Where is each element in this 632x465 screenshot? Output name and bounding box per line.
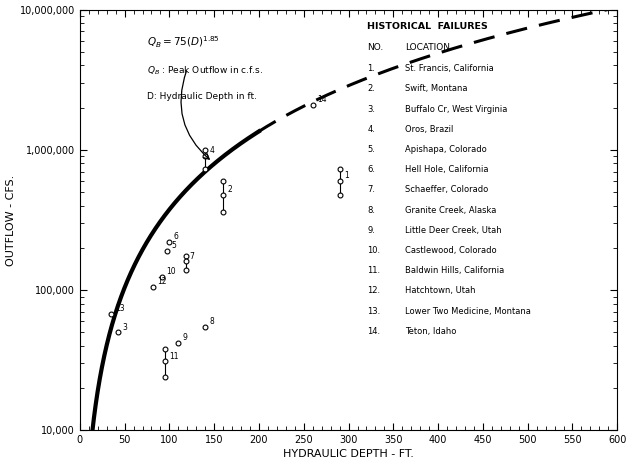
Text: 7: 7 [190,252,195,261]
Text: 3: 3 [123,323,128,332]
Text: 11.: 11. [367,266,380,275]
Text: 11: 11 [169,352,179,361]
Y-axis label: OUTFLOW - CFS.: OUTFLOW - CFS. [6,174,16,266]
Text: NO.: NO. [367,43,384,52]
Text: 12: 12 [157,278,167,286]
Text: Baldwin Hills, California: Baldwin Hills, California [405,266,504,275]
Text: 1.: 1. [367,64,375,73]
Text: Buffalo Cr, West Virginia: Buffalo Cr, West Virginia [405,105,507,113]
Text: 14.: 14. [367,327,380,336]
Text: Castlewood, Colorado: Castlewood, Colorado [405,246,497,255]
Text: 8: 8 [209,317,214,326]
Text: Swift, Montana: Swift, Montana [405,85,468,93]
Text: 4.: 4. [367,125,375,134]
Text: 12.: 12. [367,286,380,295]
Text: LOCATION: LOCATION [405,43,450,52]
Text: 13: 13 [116,304,125,313]
Text: Hell Hole, California: Hell Hole, California [405,165,489,174]
Text: Little Deer Creek, Utah: Little Deer Creek, Utah [405,226,502,235]
Text: $Q_B$ : Peak Outflow in c.f.s.: $Q_B$ : Peak Outflow in c.f.s. [147,65,263,77]
Text: St. Francis, California: St. Francis, California [405,64,494,73]
Text: 2: 2 [228,185,232,194]
X-axis label: HYDRAULIC DEPTH - FT.: HYDRAULIC DEPTH - FT. [283,450,414,459]
Text: 2.: 2. [367,85,375,93]
Text: 1: 1 [344,171,348,180]
Text: 10: 10 [166,267,176,276]
Text: $Q_B = 75(D)^{1.85}$: $Q_B = 75(D)^{1.85}$ [147,34,220,50]
Text: 9.: 9. [367,226,375,235]
Text: 6: 6 [174,232,178,241]
Text: 9: 9 [183,333,188,342]
Text: 10.: 10. [367,246,380,255]
Text: Hatchtown, Utah: Hatchtown, Utah [405,286,475,295]
Text: D: Hydraulic Depth in ft.: D: Hydraulic Depth in ft. [147,92,257,101]
Text: Apishapa, Colorado: Apishapa, Colorado [405,145,487,154]
Text: 5: 5 [171,241,176,250]
Text: 13.: 13. [367,307,380,316]
Text: 3.: 3. [367,105,375,113]
Text: Granite Creek, Alaska: Granite Creek, Alaska [405,206,496,215]
Text: 6.: 6. [367,165,375,174]
Text: Lower Two Medicine, Montana: Lower Two Medicine, Montana [405,307,531,316]
Text: 14: 14 [317,95,327,104]
Text: Schaeffer, Colorado: Schaeffer, Colorado [405,186,489,194]
Text: Teton, Idaho: Teton, Idaho [405,327,456,336]
Text: 7.: 7. [367,186,375,194]
Text: 4: 4 [209,146,214,155]
Text: HISTORICAL  FAILURES: HISTORICAL FAILURES [367,22,488,31]
Text: Oros, Brazil: Oros, Brazil [405,125,453,134]
Text: 8.: 8. [367,206,375,215]
Text: 5.: 5. [367,145,375,154]
